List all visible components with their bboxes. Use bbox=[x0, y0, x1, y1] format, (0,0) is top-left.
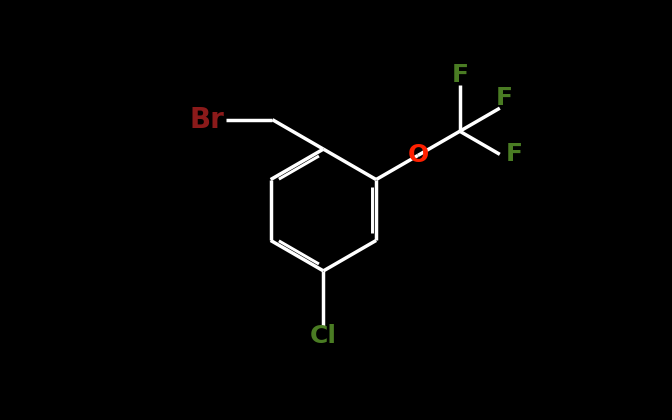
Text: F: F bbox=[495, 86, 513, 110]
Text: O: O bbox=[407, 143, 429, 168]
Text: Cl: Cl bbox=[310, 324, 337, 348]
Text: F: F bbox=[452, 63, 468, 87]
Text: Br: Br bbox=[190, 106, 224, 134]
Text: F: F bbox=[506, 142, 523, 166]
